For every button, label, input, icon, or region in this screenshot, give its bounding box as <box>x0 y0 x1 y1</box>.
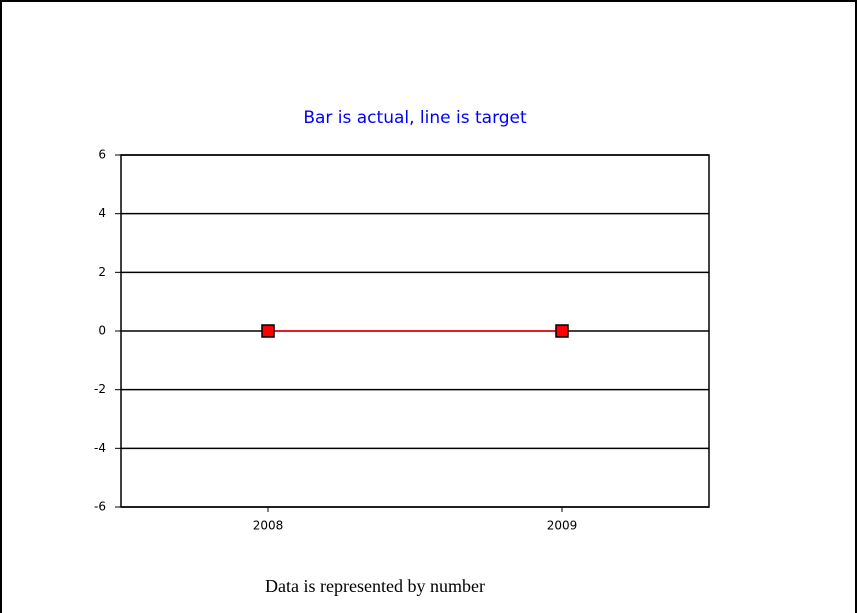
y-tick-label: 0 <box>98 324 106 338</box>
marker <box>555 324 569 338</box>
x-tick-label: 2008 <box>253 519 284 533</box>
marker <box>261 324 275 338</box>
y-tick-label: 4 <box>98 206 106 220</box>
y-tick-label: -6 <box>94 500 106 514</box>
caption: Data is represented by number <box>265 576 485 596</box>
y-tick-label: -2 <box>94 382 106 396</box>
y-tick-label: 6 <box>98 148 106 162</box>
chart-title: Bar is actual, line is target <box>303 108 527 128</box>
plot-area <box>120 154 710 508</box>
y-tick-label: -4 <box>94 441 106 455</box>
x-tick-label: 2009 <box>547 519 578 533</box>
y-tick-label: 2 <box>98 265 106 279</box>
